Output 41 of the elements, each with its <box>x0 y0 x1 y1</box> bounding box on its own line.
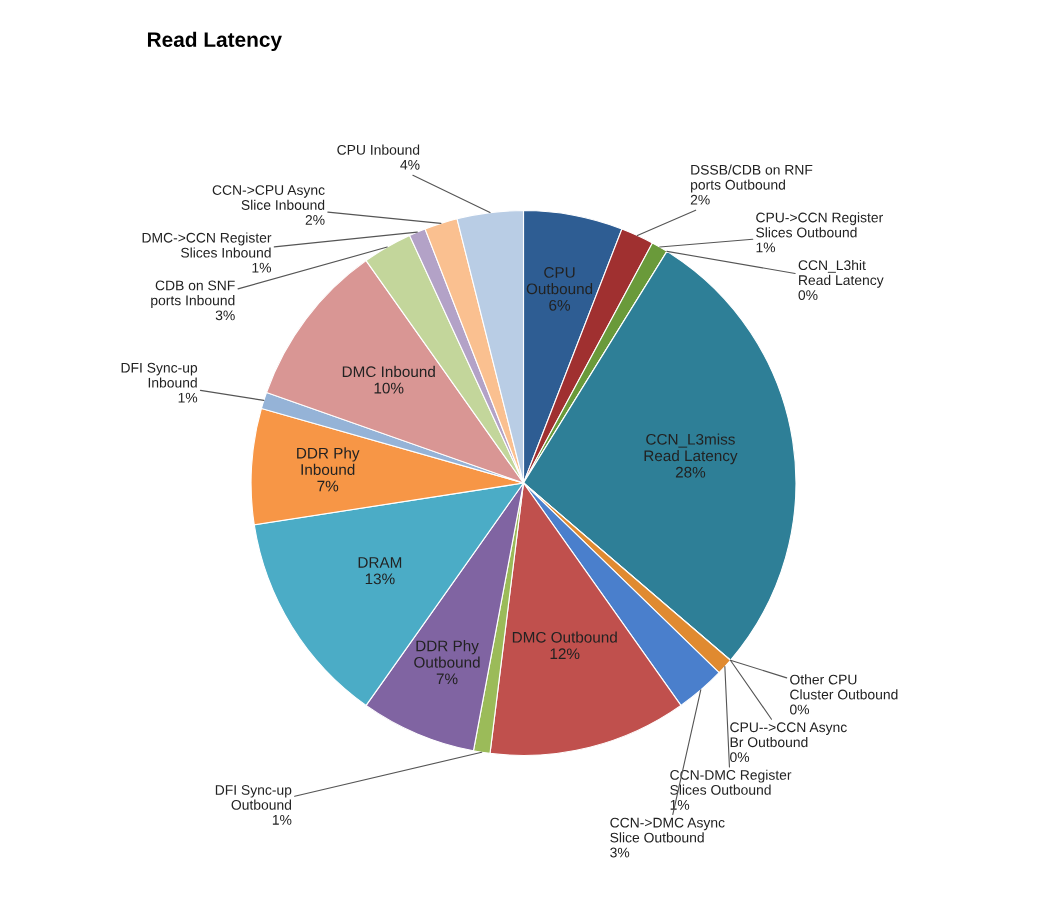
slice-label: CCN->DMC Async Slice Outbound <box>610 817 725 843</box>
data-label: 13% <box>365 573 395 585</box>
data-label: 12% <box>550 648 580 660</box>
slice-label: CCN_L3miss Read Latency <box>644 433 738 465</box>
slice-label: DRAM <box>358 557 402 568</box>
slice-label: CPU Outbound <box>526 266 593 295</box>
slice-label: CDB on SNF ports Inbound <box>151 280 235 309</box>
slice-label: CPU Inbound <box>337 144 420 155</box>
text: 0% <box>790 704 810 715</box>
category-label: CCN_L3hit Read Latency <box>798 259 884 288</box>
slice-label: DMC Outbound <box>512 631 617 643</box>
data-label: 7% <box>317 480 339 492</box>
slice-label: DFI Sync-up Outbound <box>215 785 292 810</box>
slice-label: CCN-DMC Register Slices Outbound <box>670 769 792 795</box>
data-label: 4% <box>400 159 420 170</box>
data-label: 3% <box>610 847 630 858</box>
slice-label: CPU->CCN Register Slices Outbound <box>756 212 883 238</box>
data-label: 3% <box>215 310 235 321</box>
data-label: 6% <box>549 299 571 311</box>
slice-label: DDR Phy Inbound <box>297 447 360 476</box>
chart-title: Read Latency <box>147 31 282 52</box>
data-label: 1% <box>272 815 292 825</box>
slice-label: DMC Inbound <box>342 365 435 378</box>
category-label: Other CPU Cluster Outbound <box>790 674 898 700</box>
category-label: CPU-->CCN Async Br Outbound <box>730 722 847 748</box>
slice-label: DFI Sync-up Inbound <box>121 362 198 388</box>
slice-label: DSSB/CDB on RNF ports Outbound <box>691 164 813 193</box>
data-label: 10% <box>374 382 404 394</box>
data-label: 1% <box>756 242 776 253</box>
slice-label: DMC->CCN Register Slices Inbound <box>142 232 272 258</box>
text: 0% <box>730 752 750 763</box>
slice-label: DDR Phy Outbound <box>414 640 480 668</box>
text: 0% <box>798 290 818 301</box>
data-label: 2% <box>690 194 710 205</box>
data-label: 7% <box>436 673 458 685</box>
slice-label: CCN->CPU Async Slice Inbound <box>212 185 325 210</box>
data-label: 1% <box>178 392 198 403</box>
data-label: 2% <box>305 215 325 225</box>
data-label: 28% <box>675 466 706 478</box>
data-label: 1% <box>670 800 690 810</box>
data-label: 1% <box>252 262 272 273</box>
